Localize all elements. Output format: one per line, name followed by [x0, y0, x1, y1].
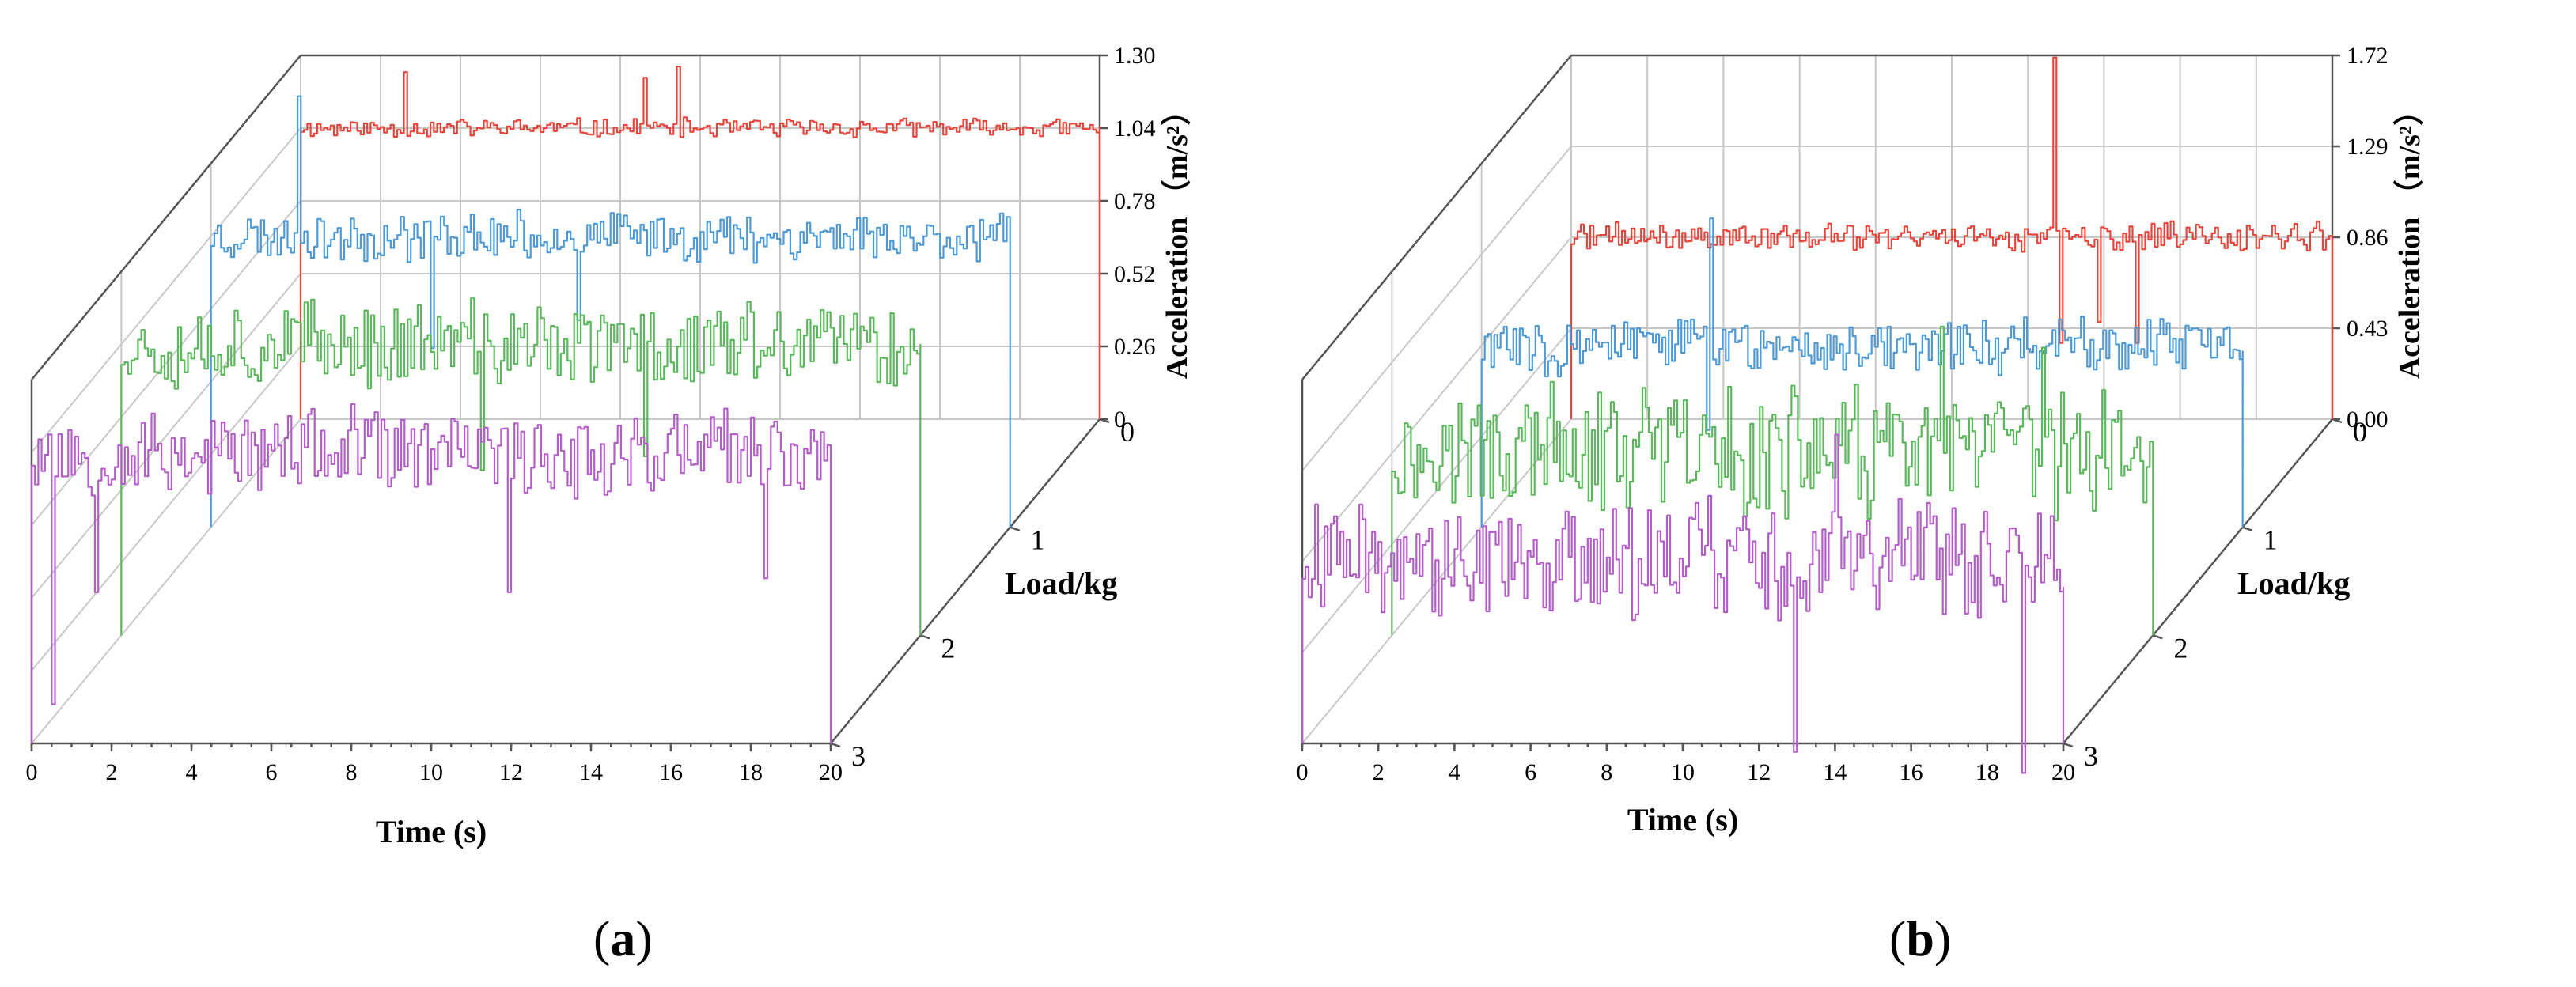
caption-b: (b): [1889, 910, 1952, 966]
y-ticks: 0 0.26 0.52 0.78 1.04 1.30: [1100, 43, 1156, 433]
x-tick-label: 6: [266, 759, 278, 785]
side-wall-gridline: [1301, 236, 1572, 562]
side-wall-gridline: [31, 127, 301, 453]
x-tick-label: 10: [1671, 759, 1695, 785]
x-tick-label: 16: [1900, 759, 1923, 785]
x-tick-label: 18: [1976, 759, 1999, 785]
x-tick-label: 4: [1449, 759, 1460, 785]
y-tick-label: 0.26: [1114, 334, 1156, 360]
y-tick-label: 0.86: [2347, 225, 2388, 251]
z-tick-mark: [1010, 526, 1021, 531]
x-tick-label: 0: [1297, 759, 1309, 785]
x-tick-label: 12: [499, 759, 523, 785]
z-tick-mark: [919, 634, 930, 640]
axes-box: [30, 54, 1101, 745]
y-tick-label: 1.29: [2347, 134, 2388, 160]
x-tick-label: 8: [1601, 759, 1612, 785]
series-line-load-3: [1301, 433, 2065, 774]
x-tick-label: 16: [659, 759, 683, 785]
side-wall-gridline: [31, 418, 301, 744]
z-tick-mark: [830, 742, 841, 748]
y-axis-title: Acceleration （m/s²）: [2393, 96, 2426, 380]
z-tick-mark: [2242, 526, 2253, 531]
z-tick-mark: [1099, 418, 1110, 424]
y-tick-label: 0: [1114, 407, 1126, 433]
side-wall-gridline: [31, 200, 301, 526]
z-axis-line: [2063, 418, 2333, 744]
x-tick-label: 20: [2051, 759, 2075, 785]
side-wall-gridline: [31, 273, 301, 599]
z-tick-label: 1: [1031, 524, 1045, 556]
x-tick-label: 14: [579, 759, 603, 785]
z-tick-label: 0: [2353, 416, 2367, 448]
caption-a: (a): [593, 910, 653, 966]
z-ticks: 0 1 2 3: [2063, 416, 2367, 772]
x-tick-label: 14: [1823, 759, 1847, 785]
z-tick-label: 2: [2173, 632, 2188, 664]
z-tick-mark: [2063, 742, 2074, 748]
side-wall-gridline: [1301, 418, 1572, 744]
y-ticks: 0.00 0.43 0.86 1.29 1.72: [2332, 43, 2388, 433]
x-tick-label: 4: [186, 759, 198, 785]
z-tick-label: 1: [2263, 524, 2278, 556]
z-tick-label: 2: [941, 632, 955, 664]
x-tick-label: 20: [819, 759, 843, 785]
series-line-load-2: [120, 297, 922, 636]
x-tick-label: 2: [1373, 759, 1385, 785]
x-tick-label: 2: [106, 759, 118, 785]
x-tick-label: 12: [1747, 759, 1771, 785]
z-axis-title: Load/kg: [2237, 565, 2350, 601]
x-axis-title: Time (s): [1627, 802, 1738, 838]
y-tick-label: 1.30: [1114, 43, 1156, 69]
y-tick-label: 0.43: [2347, 316, 2388, 342]
x-tick-label: 6: [1525, 759, 1536, 785]
z-tick-label: 3: [2084, 740, 2098, 772]
z-tick-mark: [2332, 418, 2343, 424]
y-axis-title: Acceleration （m/s²）: [1161, 96, 1194, 380]
box-edge: [1301, 55, 1572, 380]
y-tick-label: 0.00: [2347, 407, 2388, 433]
z-axis-title: Load/kg: [1005, 565, 1117, 601]
z-tick-label: 0: [1120, 416, 1135, 448]
series-line-load-0: [1570, 56, 2334, 419]
side-wall-gridline: [31, 346, 301, 671]
x-tick-label: 18: [739, 759, 763, 785]
series-line-load-1: [210, 95, 1011, 528]
panel-b: 0 2 4 6 8 10 12 14 16 18 20 Time (s) 0.00 0.43 0.86 1.2…: [1288, 0, 2576, 987]
x-ticks: 0 2 4 6 8 10 12 14 16 18 20: [26, 743, 843, 785]
box-edge: [31, 55, 301, 380]
series-line-load-2: [1391, 325, 2154, 636]
z-axis-line: [830, 418, 1100, 744]
z-tick-label: 3: [851, 740, 866, 772]
series-line-load-0: [299, 66, 1101, 419]
series-line-load-1: [1480, 217, 2244, 528]
x-axis-title: Time (s): [376, 814, 487, 849]
y-tick-label: 0.78: [1114, 188, 1156, 214]
x-ticks: 0 2 4 6 8 10 12 14 16 18 20: [1297, 743, 2075, 785]
panel-a: 0 2 4 6 8 10 12 14 16 18 20 Time (s) 0 0.26 0.52 0.78 1.…: [26, 43, 1195, 966]
z-ticks: 0 1 2 3: [830, 416, 1135, 772]
x-tick-label: 10: [419, 759, 443, 785]
y-tick-label: 1.72: [2347, 43, 2388, 69]
x-tick-label: 8: [346, 759, 358, 785]
series-line-load-3: [30, 403, 832, 743]
side-wall-gridline: [1301, 146, 1572, 471]
y-tick-label: 0.52: [1114, 261, 1156, 287]
x-tick-label: 0: [26, 759, 38, 785]
z-tick-mark: [2152, 634, 2163, 640]
y-tick-label: 1.04: [1114, 115, 1156, 142]
